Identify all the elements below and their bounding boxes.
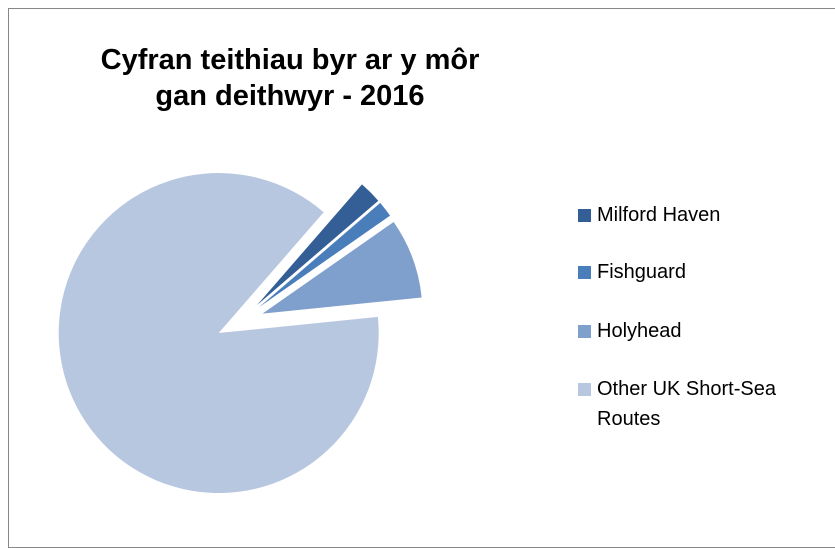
legend-label: Holyhead xyxy=(597,320,682,342)
legend-item: Other UK Short-Sea Routes xyxy=(578,374,818,434)
pie-area xyxy=(58,173,422,494)
chart: Cyfran teithiau byr ar y môr gan deithwy… xyxy=(8,8,835,548)
legend-swatch xyxy=(578,209,591,222)
legend-item: Milford Haven xyxy=(578,200,818,230)
chart-title: Cyfran teithiau byr ar y môr gan deithwy… xyxy=(100,44,480,112)
pie-slice xyxy=(262,221,422,314)
pie-slice xyxy=(258,202,391,308)
legend-swatch xyxy=(578,266,591,279)
pie-slice xyxy=(58,173,379,494)
legend-label: Fishguard xyxy=(597,261,686,283)
legend-item: Fishguard xyxy=(578,257,818,287)
legend-swatch xyxy=(578,325,591,338)
legend-item: Holyhead xyxy=(578,316,818,346)
legend-label: Other UK Short-Sea Routes xyxy=(597,378,776,430)
legend-label: Milford Haven xyxy=(597,204,721,226)
legend-swatch xyxy=(578,383,591,396)
pie-slice xyxy=(257,184,379,306)
